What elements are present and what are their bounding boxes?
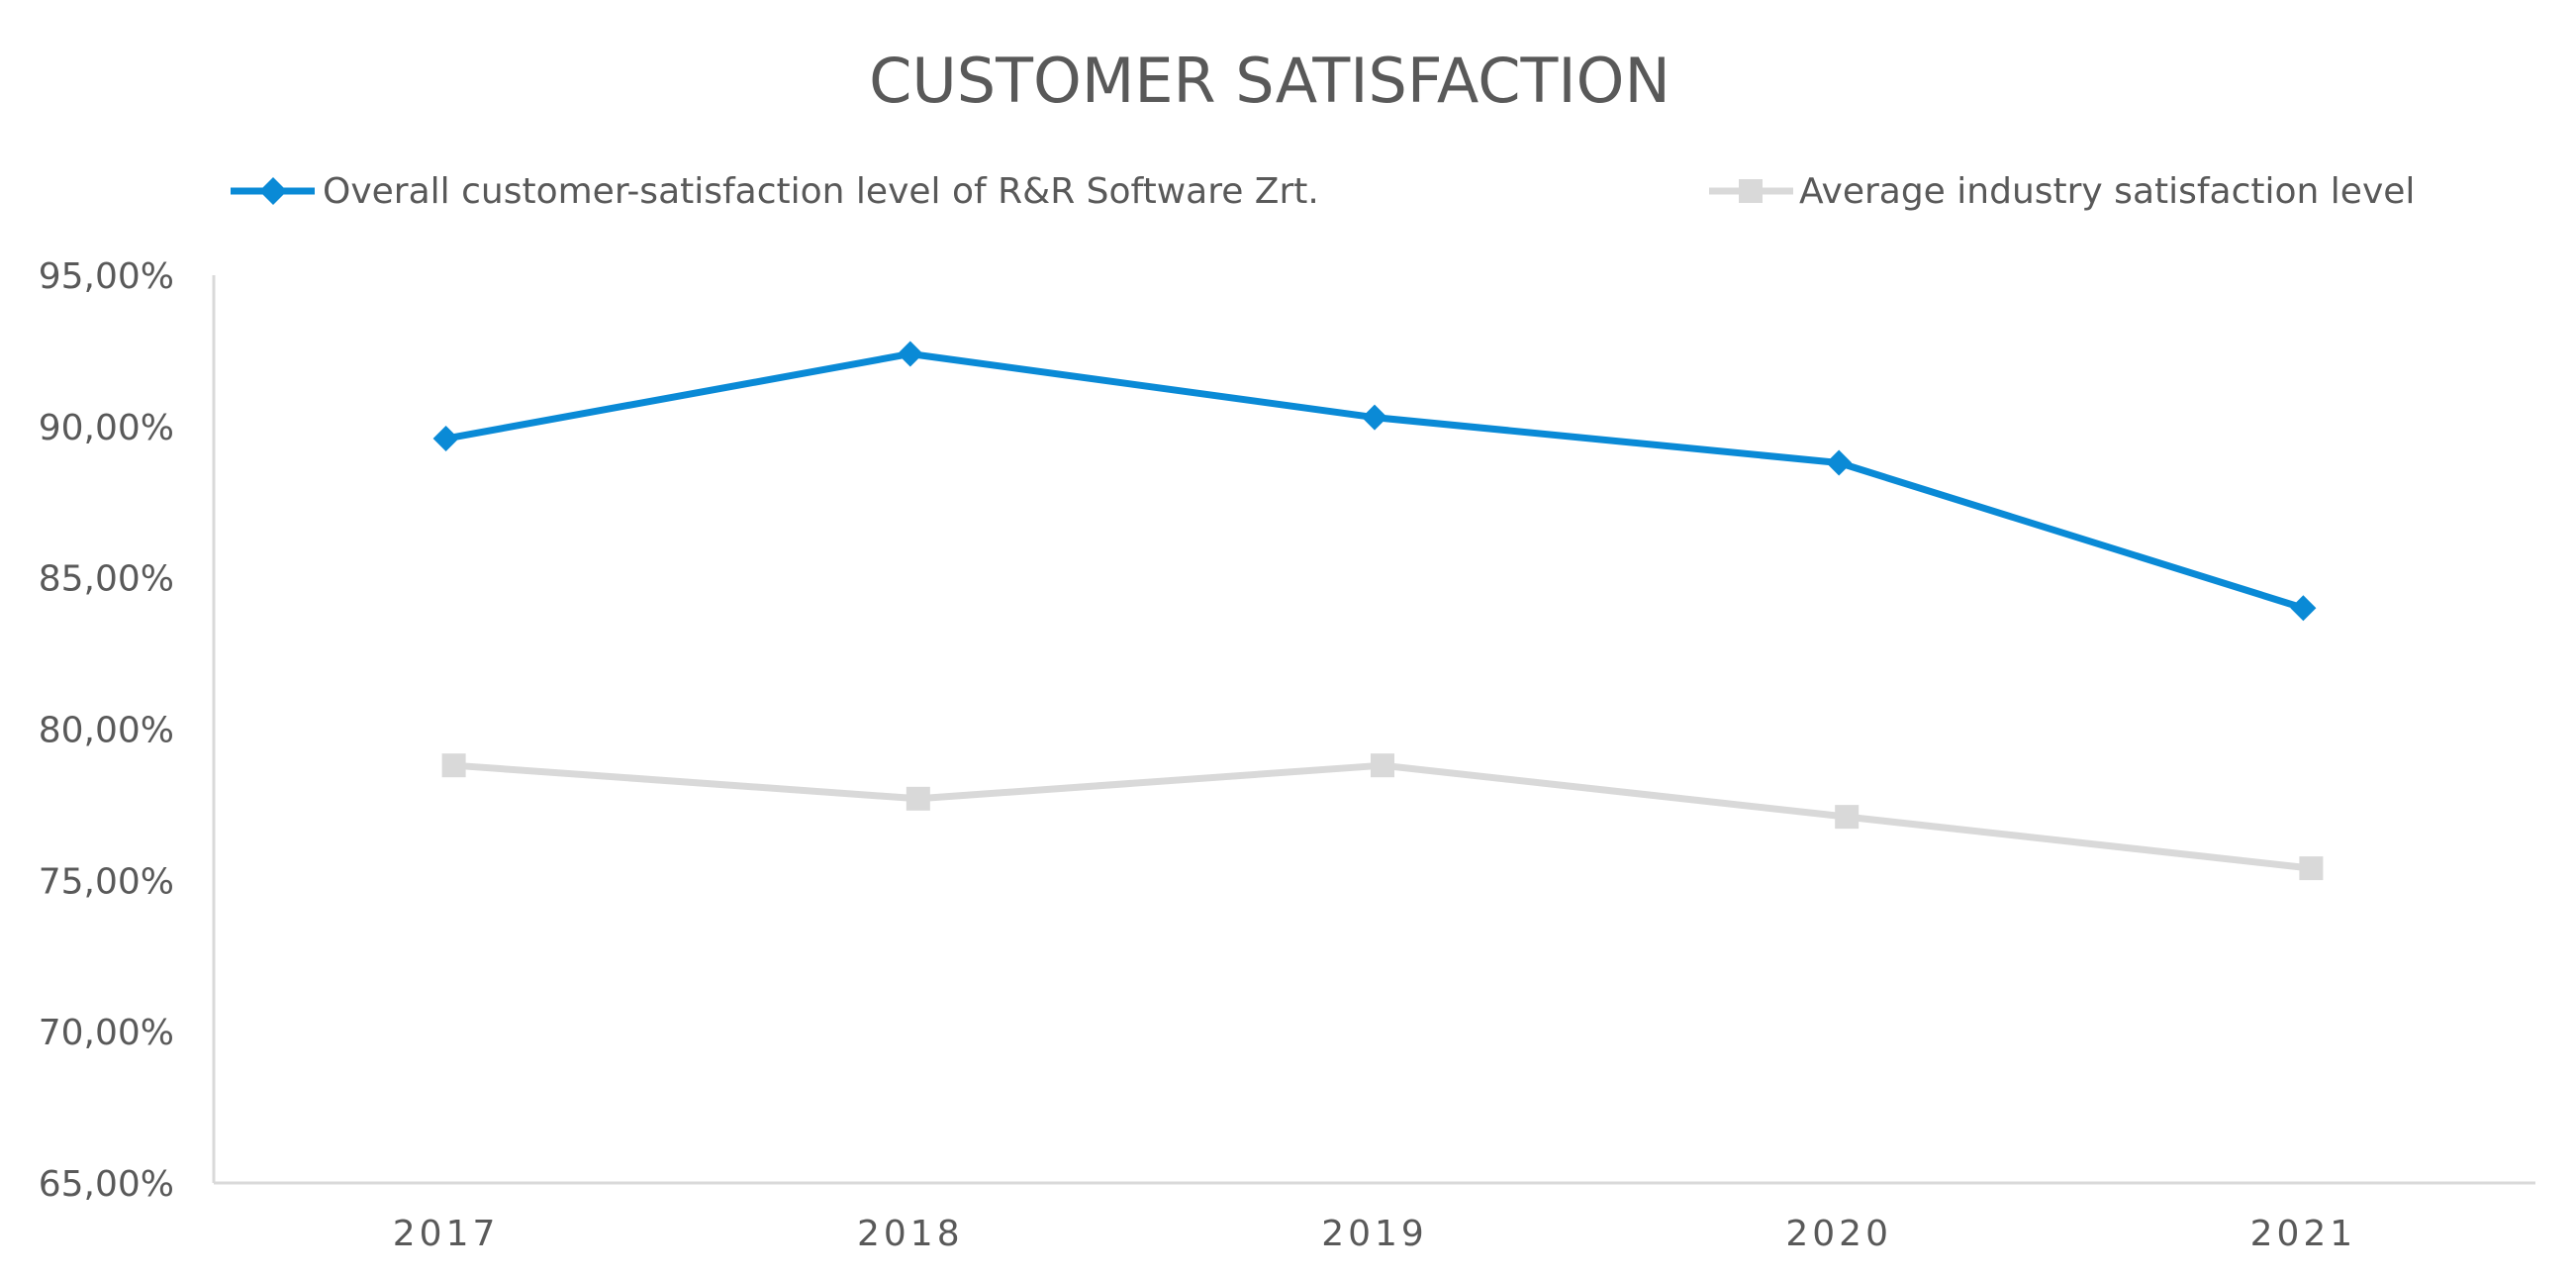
data-point-diamond — [897, 341, 923, 367]
y-tick-label: 80,00% — [39, 711, 174, 751]
y-tick-label: 75,00% — [39, 861, 174, 902]
series-line-1 — [453, 761, 2312, 872]
legend-diamond-marker — [259, 177, 287, 205]
x-tick-label: 2017 — [393, 1214, 500, 1254]
legend-label-industry: Average industry satisfaction level — [1799, 171, 2415, 212]
data-point-diamond — [1362, 404, 1387, 431]
data-point-square — [2299, 856, 2324, 881]
data-point-square — [1371, 753, 1394, 778]
x-tick-label: 2019 — [1321, 1214, 1428, 1254]
legend-label-company: Overall customer-satisfaction level of R… — [323, 171, 1319, 212]
y-tick-label: 85,00% — [39, 559, 174, 600]
data-point-square — [441, 753, 466, 778]
legend-item-industry: Average industry satisfaction level — [1709, 171, 2415, 212]
chart-title: CUSTOMER SATISFACTION — [869, 45, 1670, 117]
data-point-diamond — [2290, 595, 2317, 622]
series-layer — [432, 341, 2324, 881]
data-point-diamond — [432, 426, 459, 452]
data-point-square — [1835, 805, 1860, 830]
y-axis-ticks: 65,00% 70,00% 75,00% 80,00% 85,00% 90,00% 95,0… — [39, 256, 174, 1205]
y-tick-label: 90,00% — [39, 408, 174, 448]
x-tick-label: 2021 — [2250, 1214, 2357, 1254]
series-line-0 — [444, 349, 2305, 612]
x-tick-label: 2018 — [857, 1214, 964, 1254]
y-tick-label: 70,00% — [39, 1013, 174, 1053]
x-tick-label: 2020 — [1785, 1214, 1892, 1254]
x-axis-ticks: 2017 2018 2019 2020 2021 — [393, 1214, 2357, 1254]
legend-square-marker — [1739, 179, 1763, 203]
data-point-diamond — [1826, 449, 1853, 476]
legend: Overall customer-satisfaction level of R… — [231, 171, 2415, 212]
legend-item-company: Overall customer-satisfaction level of R… — [231, 171, 1319, 212]
y-tick-label: 95,00% — [39, 256, 174, 297]
data-point-square — [906, 786, 930, 811]
y-tick-label: 65,00% — [39, 1164, 174, 1205]
